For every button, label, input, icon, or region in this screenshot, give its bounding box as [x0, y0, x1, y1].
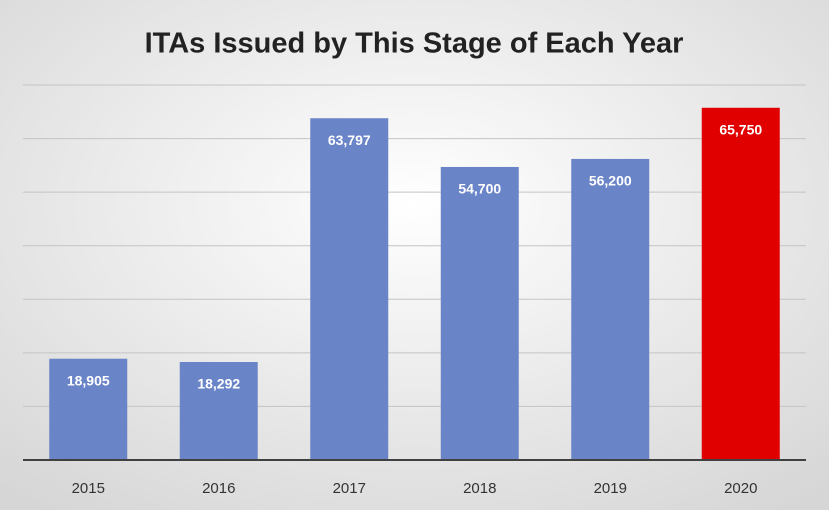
chart-title: ITAs Issued by This Stage of Each Year	[145, 28, 684, 60]
x-tick-label: 2016	[202, 480, 235, 497]
value-label: 54,700	[458, 181, 501, 197]
bar	[440, 166, 519, 460]
value-label: 63,797	[328, 132, 371, 148]
value-label: 56,200	[589, 173, 632, 189]
value-label: 65,750	[719, 121, 762, 137]
value-label: 18,905	[67, 372, 110, 388]
bar	[571, 158, 650, 460]
x-tick-label: 2019	[594, 480, 627, 497]
bar	[310, 118, 389, 461]
value-label: 18,292	[197, 376, 240, 392]
bar	[701, 107, 780, 461]
x-tick-label: 2017	[333, 480, 366, 497]
x-tick-label: 2015	[72, 480, 105, 497]
bar	[179, 362, 258, 460]
bar	[49, 358, 128, 460]
x-tick-label: 2018	[463, 480, 496, 497]
x-tick-label: 2020	[724, 480, 757, 497]
